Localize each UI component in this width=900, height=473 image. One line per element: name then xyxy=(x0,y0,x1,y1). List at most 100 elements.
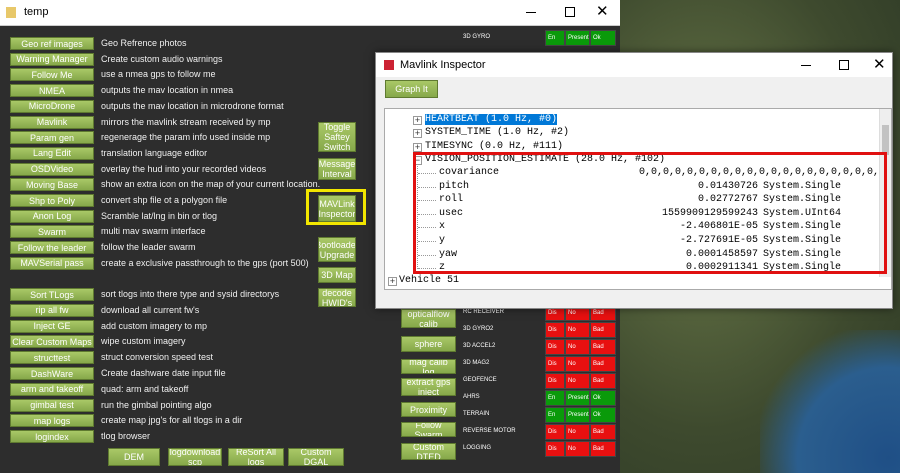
tree-guide xyxy=(418,186,436,188)
minimize[interactable] xyxy=(801,65,811,66)
field-name: z xyxy=(439,262,446,274)
tool-button[interactable]: map logs xyxy=(10,414,94,428)
tool-button[interactable]: Warning Manager xyxy=(10,52,94,66)
sensor-health: Ok xyxy=(590,407,616,423)
tool-button[interactable]: Swarm xyxy=(10,225,94,239)
tool-button[interactable]: MicroDrone xyxy=(10,99,94,113)
field-type: System.Single xyxy=(763,248,842,260)
tree-node[interactable]: Vehicle 51 xyxy=(399,275,460,286)
side-button[interactable]: Message Interval xyxy=(318,158,356,180)
expander[interactable]: + xyxy=(388,276,397,286)
window-title: temp xyxy=(24,6,49,18)
sensor-name: 3D MAG2 xyxy=(463,360,490,366)
graph-button[interactable]: Graph It xyxy=(385,80,438,98)
bottom-button[interactable]: DEM xyxy=(108,448,160,466)
side-button[interactable]: Bootloader Upgrade xyxy=(318,237,356,262)
bottom-button[interactable]: Custom DGAL xyxy=(288,448,344,466)
side-button[interactable]: MAVLink Inspector xyxy=(318,195,356,222)
close[interactable]: ✕ xyxy=(596,3,609,20)
side-button[interactable]: Toggle Saftey Switch xyxy=(318,122,356,152)
tool-button[interactable]: Sort TLogs xyxy=(10,288,94,301)
tool-description: outputs the mav location in microdrone f… xyxy=(101,100,284,111)
tool-button[interactable]: OSDVideo xyxy=(10,162,94,176)
tree-node[interactable]: TIMESYNC (0.0 Hz, #111) xyxy=(425,140,564,152)
maximize[interactable] xyxy=(565,7,575,17)
sensor-health: Bad xyxy=(590,373,616,389)
tree-guide xyxy=(418,213,436,215)
sensor-health: Ok xyxy=(590,390,616,406)
tool-description: overlay the hud into your recorded video… xyxy=(101,163,267,174)
tool-button[interactable]: gimbal test xyxy=(10,398,94,412)
expander[interactable]: + xyxy=(413,141,422,152)
sensor-enabled: Dis xyxy=(545,373,565,389)
tool-button[interactable]: Shp to Poly xyxy=(10,194,94,207)
tool-description: tlog browser xyxy=(101,431,151,442)
sensor-health: Bad xyxy=(590,424,616,440)
field-value: 0.0002911341 xyxy=(685,262,758,274)
field-name: y xyxy=(439,235,446,246)
field-type: System.Single xyxy=(763,221,842,233)
minimize[interactable] xyxy=(526,12,536,13)
side-button[interactable]: decode HWID's xyxy=(318,288,356,307)
tool-description: convert shp file ot a polygon file xyxy=(101,195,228,205)
tool-button[interactable]: arm and takeoff xyxy=(10,382,94,396)
field-name: usec xyxy=(439,207,464,219)
tool-button[interactable]: rip all fw xyxy=(10,303,94,317)
tool-button[interactable]: Follow Me xyxy=(10,68,94,82)
tool-button[interactable]: Clear Custom Maps xyxy=(10,335,94,349)
tool-button[interactable]: structtest xyxy=(10,351,94,365)
tool-button[interactable]: Follow the leader xyxy=(10,241,94,255)
field-name: pitch xyxy=(439,180,470,192)
field-type: System.Single xyxy=(763,235,842,246)
tool-button[interactable]: Lang Edit xyxy=(10,146,94,160)
tool-button[interactable]: Inject GE xyxy=(10,319,94,333)
side-button[interactable]: opticalflow calib xyxy=(401,309,456,328)
tool-button[interactable]: DashWare xyxy=(10,367,94,380)
sensor-name: AHRS xyxy=(463,394,480,400)
tool-button[interactable]: logindex xyxy=(10,430,94,444)
tool-button[interactable]: Geo ref images xyxy=(10,37,94,50)
tree-node[interactable]: VISION_POSITION_ESTIMATE (28.0 Hz, #102) xyxy=(425,154,666,165)
side-button[interactable]: Proximity xyxy=(401,402,456,417)
sensor-present: Present xyxy=(565,390,590,406)
tool-description: follow the leader swarm xyxy=(101,242,196,253)
tree-guide xyxy=(417,166,418,269)
bottom-button[interactable]: logdownload scp xyxy=(168,448,222,466)
tool-button[interactable]: Param gen xyxy=(10,131,94,145)
field-type: System.Single xyxy=(763,262,842,274)
tree-guide xyxy=(418,241,436,242)
tool-button[interactable]: NMEA xyxy=(10,84,94,98)
inspector-title-bar: Mavlink Inspector ✕ xyxy=(376,53,892,77)
field-value: 0.0001458597 xyxy=(685,248,758,260)
inspector-icon xyxy=(384,60,394,70)
tool-button[interactable]: Anon Log xyxy=(10,209,94,223)
side-button[interactable]: 3D Map xyxy=(318,267,356,283)
maximize[interactable] xyxy=(839,60,849,70)
sensor-name: 3D GYRO xyxy=(463,34,491,40)
side-button[interactable]: extract gps inject xyxy=(401,378,456,396)
side-button[interactable]: mag calib log xyxy=(401,359,456,374)
side-button[interactable]: sphere xyxy=(401,336,456,352)
bottom-button[interactable]: ReSort All logs xyxy=(228,448,284,466)
scroll-thumb[interactable] xyxy=(882,125,889,155)
sensor-health: Bad xyxy=(590,441,616,457)
tool-button[interactable]: MAVSerial pass xyxy=(10,256,94,270)
tree-node[interactable]: SYSTEM_TIME (1.0 Hz, #2) xyxy=(425,127,570,139)
tool-description: show an extra icon on the map of your cu… xyxy=(101,179,321,190)
tree-node[interactable]: HEARTBEAT (1.0 Hz, #0) xyxy=(425,114,558,125)
expander[interactable]: + xyxy=(413,115,422,125)
side-button[interactable]: Custom DTED xyxy=(401,443,456,460)
tool-description: add custom imagery to mp xyxy=(101,320,208,331)
field-name: x xyxy=(439,221,446,233)
sensor-health: Bad xyxy=(590,356,616,372)
inspector-title: Mavlink Inspector xyxy=(400,59,486,71)
tool-button[interactable]: Moving Base xyxy=(10,178,94,192)
sensor-present: No xyxy=(565,424,590,440)
expander[interactable]: + xyxy=(413,128,422,139)
tool-button[interactable]: Mavlink xyxy=(10,115,94,129)
tool-description: struct conversion speed test xyxy=(101,352,214,363)
side-button[interactable]: Follow Swarm xyxy=(401,422,456,437)
field-name: covariance xyxy=(439,167,500,178)
sensor-enabled: En xyxy=(545,407,565,423)
close[interactable]: ✕ xyxy=(873,56,886,73)
